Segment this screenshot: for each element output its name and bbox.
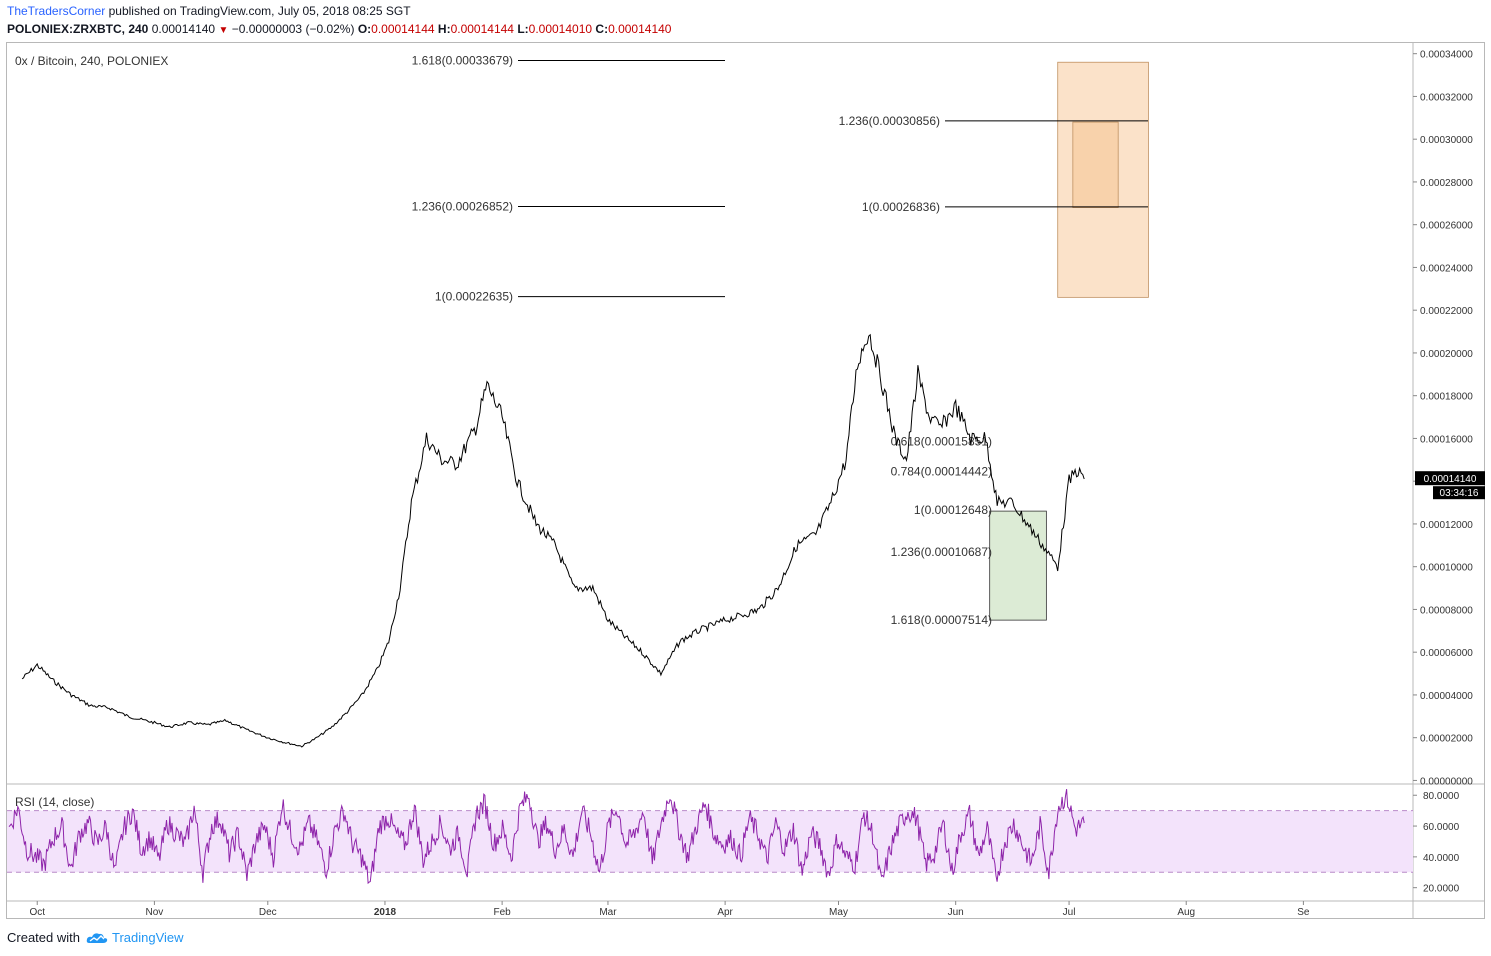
main-legend: 0x / Bitcoin, 240, POLONIEX [15, 54, 169, 68]
time-tick-label-8: Jun [948, 907, 964, 918]
last-price: 0.00014140 [151, 22, 216, 36]
price-tick-label-11: 0.00022000 [1420, 306, 1473, 317]
price-tick-label-14: 0.00028000 [1420, 178, 1473, 189]
time-tick-label-9: Jul [1063, 907, 1076, 918]
price-tick-label-6: 0.00012000 [1420, 520, 1473, 531]
price-tick-label-8: 0.00016000 [1420, 434, 1473, 445]
last-price-tag: 0.00014140 [1424, 474, 1477, 485]
open-label: O: [357, 22, 372, 36]
price-tick-label-15: 0.00030000 [1420, 135, 1473, 146]
time-tick-label-3: 2018 [374, 907, 397, 918]
high-value: 0.00014144 [450, 22, 514, 36]
rsi-tick-label-3: 80.0000 [1423, 791, 1460, 802]
tradingview-logo-icon [86, 932, 108, 947]
tradingview-link[interactable]: TradingView [111, 930, 184, 945]
time-tick-label-2: Dec [259, 907, 277, 918]
high-label: H: [437, 22, 451, 36]
rsi-series-line [8, 789, 1085, 885]
down-arrow-icon: ▼ [218, 25, 229, 36]
symbol-line: POLONIEX:ZRXBTC, 240 0.00014140 ▼ −0.000… [7, 22, 671, 36]
open-value: 0.00014144 [371, 22, 435, 36]
publish-info: published on TradingView.com, July 05, 2… [105, 4, 411, 18]
time-tick-label-7: May [829, 907, 848, 918]
price-change: −0.00000003 (−0.02%) [231, 22, 355, 36]
price-tick-label-2: 0.00004000 [1420, 691, 1473, 702]
time-tick-label-1: Nov [146, 907, 164, 918]
fib-mid-label-3: 1.236(0.00010687) [891, 545, 992, 559]
price-tick-label-3: 0.00006000 [1420, 648, 1473, 659]
fib-mid-label-0: 0.618(0.00015851) [891, 435, 992, 449]
close-value: 0.00014140 [608, 22, 672, 36]
fib-left-label-2: 1(0.00022635) [435, 290, 513, 304]
price-tick-label-13: 0.00026000 [1420, 221, 1473, 232]
rsi-tick-label-1: 40.0000 [1423, 853, 1460, 864]
author-link[interactable]: TheTradersCorner [7, 4, 106, 18]
time-tick-label-0: Oct [29, 907, 45, 918]
low-value: 0.00014010 [528, 22, 593, 36]
close-label: C: [595, 22, 609, 36]
price-tick-label-1: 0.00002000 [1420, 734, 1473, 745]
support-box [989, 510, 1047, 621]
time-tick-label-5: Mar [599, 907, 617, 918]
countdown-tag-bg [1433, 486, 1485, 500]
created-with: Created with [7, 930, 80, 945]
publish-line: TheTradersCorner published on TradingVie… [7, 4, 411, 18]
time-tick-label-11: Se [1297, 907, 1310, 918]
fib-right-label-0: 1.236(0.00030856) [839, 114, 940, 128]
time-tick-label-6: Apr [717, 907, 733, 918]
fib-mid-label-2: 1(0.00012648) [914, 503, 992, 517]
fib-mid-label-4: 1.618(0.00007514) [891, 613, 992, 627]
time-tick-label-10: Aug [1177, 907, 1195, 918]
symbol: POLONIEX:ZRXBTC, 240 [7, 22, 149, 36]
price-tick-label-12: 0.00024000 [1420, 263, 1473, 274]
fib-mid-label-1: 0.784(0.00014442) [891, 465, 992, 479]
price-tick-label-16: 0.00032000 [1420, 92, 1473, 103]
price-tick-label-5: 0.00010000 [1420, 563, 1473, 574]
countdown-tag: 03:34:16 [1440, 488, 1479, 499]
fib-right-label-1: 1(0.00026836) [862, 200, 940, 214]
low-label: L: [517, 22, 529, 36]
price-tick-label-4: 0.00008000 [1420, 605, 1473, 616]
time-tick-label-4: Feb [494, 907, 512, 918]
footer: Created with TradingView [7, 930, 184, 947]
price-tick-label-0: 0.00000000 [1420, 776, 1473, 787]
price-series-line [21, 333, 1085, 748]
price-tick-label-17: 0.00034000 [1420, 50, 1473, 61]
rsi-legend: RSI (14, close) [15, 795, 95, 809]
fib-left-label-0: 1.618(0.00033679) [412, 54, 513, 68]
price-tick-label-10: 0.00020000 [1420, 349, 1473, 360]
last-price-tag-bg [1415, 471, 1485, 486]
rsi-tick-label-2: 60.0000 [1423, 822, 1460, 833]
fib-left-label-1: 1.236(0.00026852) [412, 199, 513, 213]
rsi-tick-label-0: 20.0000 [1423, 884, 1460, 895]
price-tick-label-9: 0.00018000 [1420, 392, 1473, 403]
target-inner-box [1072, 121, 1119, 208]
